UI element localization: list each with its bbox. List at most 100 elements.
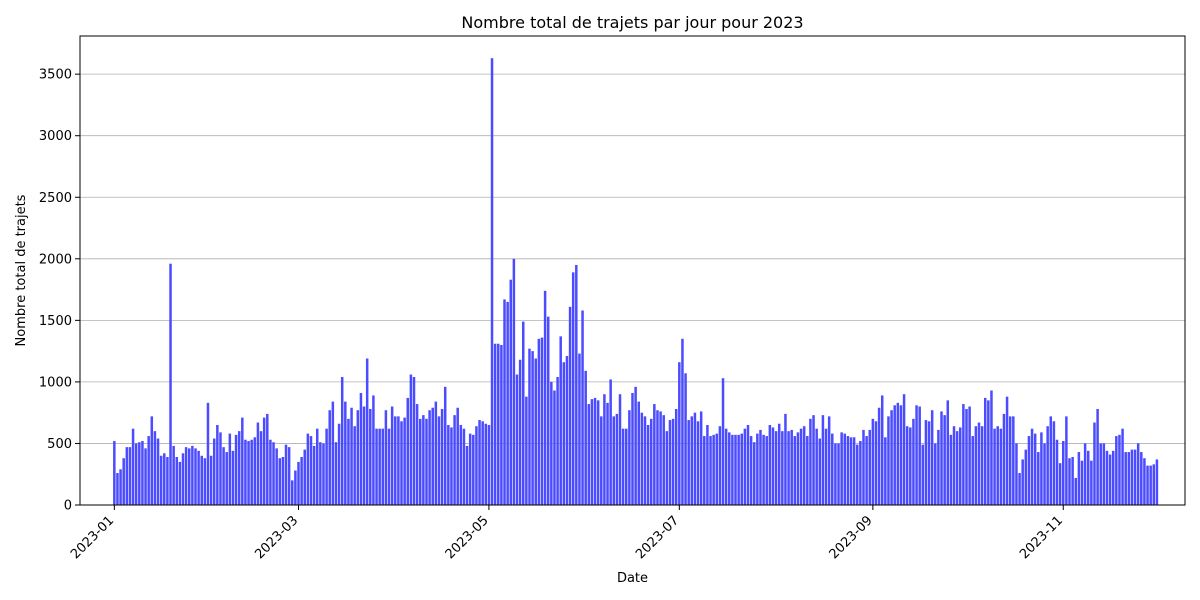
- bar: [740, 433, 743, 505]
- bar: [178, 461, 182, 505]
- bars-group: [113, 58, 1159, 506]
- bar: [584, 370, 587, 505]
- bar: [937, 429, 940, 505]
- bar: [662, 415, 665, 505]
- y-tick-label: 3500: [39, 68, 72, 83]
- bar: [703, 436, 706, 505]
- bar: [287, 447, 291, 505]
- bar: [256, 422, 260, 505]
- bar: [472, 434, 475, 505]
- bar: [228, 433, 232, 505]
- bar: [571, 272, 575, 505]
- bar: [262, 417, 266, 505]
- bar: [1090, 460, 1093, 505]
- bar: [999, 428, 1003, 505]
- bar: [163, 453, 166, 505]
- bar: [628, 410, 631, 505]
- bar: [818, 438, 822, 505]
- bar: [802, 426, 806, 505]
- bar: [1012, 416, 1015, 505]
- bar: [200, 455, 203, 505]
- bar: [431, 407, 434, 505]
- bar: [715, 433, 719, 505]
- bar: [1086, 450, 1090, 505]
- bar: [344, 401, 347, 505]
- bar: [565, 356, 569, 505]
- bar: [631, 392, 634, 505]
- bar: [687, 420, 690, 505]
- bar: [809, 418, 812, 505]
- bar: [528, 348, 531, 505]
- bar: [831, 433, 834, 505]
- bar: [497, 343, 500, 505]
- bar: [512, 258, 516, 505]
- bar: [540, 337, 544, 505]
- bar: [827, 416, 831, 505]
- bar: [212, 438, 216, 505]
- bar: [197, 450, 200, 505]
- bar: [712, 434, 715, 505]
- bar: [640, 412, 644, 505]
- bar: [375, 428, 378, 505]
- bar: [625, 428, 628, 505]
- bar: [1105, 450, 1109, 505]
- bar: [234, 434, 238, 505]
- bar: [331, 401, 335, 505]
- bar: [1008, 416, 1012, 505]
- bar: [728, 432, 731, 505]
- bar: [138, 442, 141, 505]
- bar: [934, 443, 937, 505]
- bar: [812, 415, 815, 505]
- bar: [724, 428, 728, 505]
- bar: [537, 338, 541, 505]
- bar: [281, 456, 285, 505]
- bar: [334, 442, 338, 505]
- bar: [253, 437, 257, 505]
- bar: [522, 321, 525, 505]
- bar: [1099, 443, 1102, 505]
- bar: [1046, 426, 1049, 505]
- bar: [428, 410, 431, 505]
- bar: [468, 433, 472, 505]
- bar: [119, 469, 122, 505]
- bar: [996, 426, 999, 505]
- y-tick-label: 2500: [39, 191, 72, 206]
- bar: [319, 442, 322, 505]
- bar: [746, 424, 750, 505]
- bar: [159, 455, 163, 505]
- bar: [943, 415, 946, 505]
- bar: [759, 429, 762, 505]
- bar: [896, 402, 900, 505]
- bar: [1127, 452, 1131, 505]
- bar: [1093, 422, 1096, 505]
- bar: [443, 386, 447, 505]
- bar: [749, 436, 753, 505]
- bar: [225, 452, 228, 505]
- bar: [266, 413, 269, 505]
- bar: [815, 428, 818, 505]
- x-axis-label: Date: [617, 571, 648, 586]
- bar: [1030, 428, 1034, 505]
- bar: [559, 336, 562, 505]
- bar: [369, 408, 372, 505]
- bar: [796, 432, 800, 505]
- bar: [949, 434, 953, 505]
- bar: [965, 408, 968, 505]
- y-tick-label: 0: [64, 499, 72, 514]
- bar: [955, 431, 959, 505]
- y-tick-label: 500: [47, 437, 72, 452]
- bar: [653, 404, 656, 505]
- bar: [1115, 436, 1118, 505]
- bar: [699, 411, 703, 505]
- bar: [244, 439, 247, 505]
- bar: [250, 439, 253, 505]
- bar: [562, 362, 566, 505]
- bar: [297, 461, 300, 505]
- bar: [1143, 458, 1146, 505]
- bar: [1005, 396, 1009, 505]
- bar: [315, 428, 319, 505]
- bar: [309, 436, 313, 505]
- bar: [1118, 434, 1121, 505]
- bar: [674, 408, 678, 505]
- bar: [269, 439, 272, 505]
